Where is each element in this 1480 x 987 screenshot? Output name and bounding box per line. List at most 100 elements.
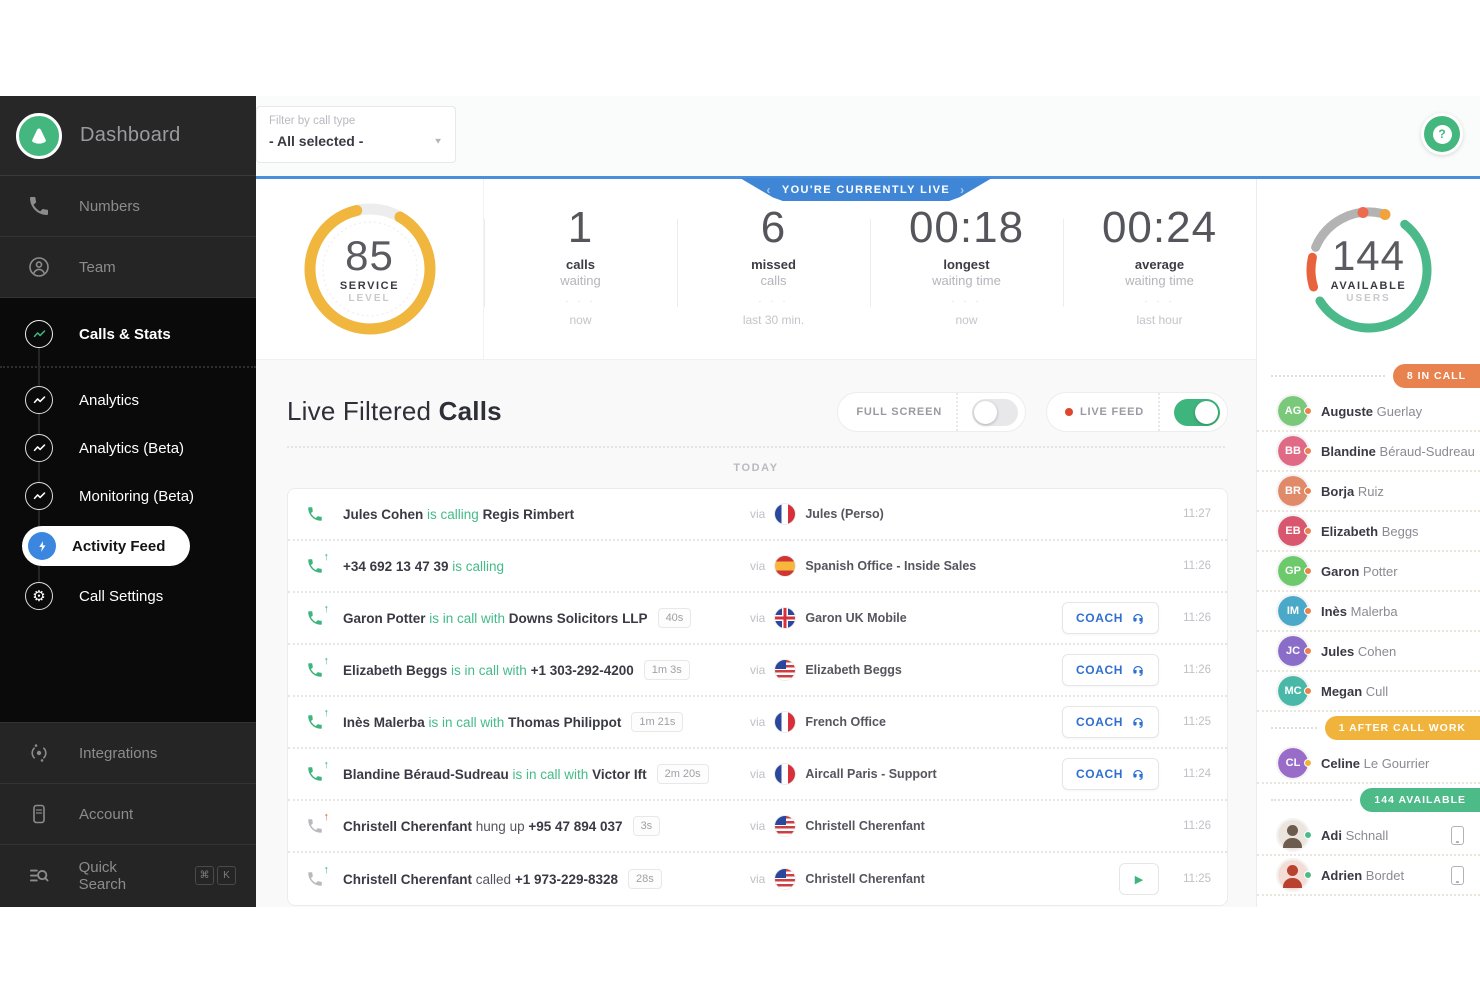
roster-user-row[interactable]: MC Megan Cull — [1257, 672, 1480, 712]
live-stat-columns: 1 calls waiting · · · now 6 missed calls… — [484, 179, 1256, 359]
coach-button[interactable]: COACH — [1062, 706, 1159, 738]
call-row[interactable]: ↑ Elizabeth Beggs is in call with +1 303… — [288, 645, 1227, 697]
avatar — [1276, 818, 1312, 852]
call-row[interactable]: ↑ Christell Cherenfant called +1 973-229… — [288, 853, 1227, 905]
call-list: ↑ Jules Cohen is calling Regis Rimbert v… — [287, 488, 1228, 906]
feed-header: Live Filtered Calls FULL SCREEN LIVE FEE… — [256, 360, 1256, 446]
roster-user-row[interactable]: IM Inès Malerba — [1257, 592, 1480, 632]
call-row[interactable]: ↑ Jules Cohen is calling Regis Rimbert v… — [288, 489, 1227, 541]
sidebar-item-numbers[interactable]: Numbers — [0, 176, 256, 237]
via-label: via — [750, 559, 766, 573]
avatar: BB — [1276, 434, 1312, 468]
call-state-icon: ↑ — [306, 707, 330, 734]
sidebar-item-integrations[interactable]: Integrations — [0, 723, 256, 784]
chevron-down-icon[interactable]: ▼ — [433, 136, 443, 146]
play-button[interactable]: ▶ — [1119, 863, 1159, 895]
user-name: Borja Ruiz — [1321, 483, 1384, 499]
roster-user-row[interactable]: CL Celine Le Gourrier — [1257, 744, 1480, 784]
service-level-value: 85 — [345, 231, 394, 279]
stat-ellipsis: · · · — [951, 296, 982, 308]
line-name: Christell Cherenfant — [805, 819, 925, 833]
live-feed-switch[interactable] — [1174, 398, 1220, 426]
full-screen-toggle-group: FULL SCREEN — [837, 392, 1026, 432]
k-key: K — [217, 866, 236, 885]
sidebar-item-calls-stats[interactable]: Calls & Stats — [0, 306, 256, 362]
call-row[interactable]: ↑ Blandine Béraud-Sudreau is in call wit… — [288, 749, 1227, 801]
sidebar-item-analytics-beta[interactable]: Analytics (Beta) — [0, 424, 256, 472]
call-state-icon: ↑ — [306, 655, 330, 682]
filter-bar: Filter by number 611 lines ▼ Filter by t… — [256, 96, 1480, 176]
roster-user-row[interactable]: EB Elizabeth Beggs — [1257, 512, 1480, 552]
call-row[interactable]: ↑ Garon Potter is in call with Downs Sol… — [288, 593, 1227, 645]
sidebar-item-analytics[interactable]: Analytics — [0, 376, 256, 424]
call-via: via Christell Cherenfant — [750, 815, 925, 837]
line-name: French Office — [805, 715, 886, 729]
sidebar-item-quick-search[interactable]: Quick Search ⌘ K — [0, 845, 256, 906]
roster-group-header: 1 AFTER CALL WORK — [1257, 712, 1480, 744]
filter-dropdown[interactable]: Filter by call type - All selected - ▼ — [256, 106, 456, 163]
analytics-icon — [25, 386, 53, 414]
roster-user-row[interactable]: Adi Schnall — [1257, 816, 1480, 856]
help-button[interactable]: ? — [1421, 113, 1463, 155]
via-label: via — [750, 767, 766, 781]
call-description: Blandine Béraud-Sudreau is in call with … — [343, 766, 647, 782]
call-direction-arrow: ↑ — [323, 551, 330, 563]
call-description: Jules Cohen is calling Regis Rimbert — [343, 506, 575, 522]
line-name: Spanish Office - Inside Sales — [805, 559, 977, 573]
coach-button[interactable]: COACH — [1062, 758, 1159, 790]
call-row[interactable]: ↑ Christell Cherenfant hung up +95 47 89… — [288, 801, 1227, 853]
aircall-logo-icon — [16, 112, 62, 159]
line-flag-icon — [774, 763, 797, 785]
via-label: via — [750, 507, 766, 521]
stat-column: 6 missed calls · · · last 30 min. — [677, 204, 870, 359]
call-row[interactable]: ↑ +34 692 13 47 39 is calling via Spanis… — [288, 541, 1227, 593]
line-flag-icon — [774, 555, 797, 577]
sidebar-item-label: Calls & Stats — [79, 325, 171, 343]
call-action: COACH — [1062, 654, 1159, 686]
call-description: Christell Cherenfant called +1 973-229-8… — [343, 871, 619, 887]
sidebar-divider — [0, 366, 256, 368]
line-name: Garon UK Mobile — [805, 611, 907, 625]
coach-button[interactable]: COACH — [1062, 654, 1159, 686]
call-description: Inès Malerba is in call with Thomas Phil… — [343, 714, 622, 730]
call-description: Elizabeth Beggs is in call with +1 303-2… — [343, 662, 634, 678]
full-screen-switch[interactable] — [971, 398, 1018, 426]
call-time: 11:27 — [1183, 508, 1211, 520]
call-via: via Aircall Paris - Support — [750, 763, 937, 785]
stat-timeframe: now — [955, 313, 978, 328]
line-flag-icon — [774, 503, 797, 525]
service-level-sublabel: LEVEL — [348, 292, 391, 304]
sidebar-item-activity-feed-active[interactable]: Activity Feed — [22, 526, 190, 566]
line-name: Jules (Perso) — [805, 507, 884, 521]
sidebar-item-account[interactable]: Account — [0, 784, 256, 845]
sidebar-item-team[interactable]: Team — [0, 237, 256, 298]
roster-user-row[interactable]: GP Garon Potter — [1257, 552, 1480, 592]
call-via: via Garon UK Mobile — [750, 607, 907, 629]
live-dot-icon — [1064, 408, 1073, 416]
roster-user-row[interactable]: JC Jules Cohen — [1257, 632, 1480, 672]
currently-live-banner: ‹ YOU'RE CURRENTLY LIVE › — [740, 178, 992, 201]
roster-user-row[interactable]: Adrien Bordet — [1257, 856, 1480, 896]
coach-button[interactable]: COACH — [1062, 602, 1159, 634]
user-name: Blandine Béraud-Sudreau — [1321, 443, 1475, 459]
available-users-donut: 144 AVAILABLE USERS — [1294, 195, 1444, 345]
roster-user-row[interactable]: AG Auguste Guerlay — [1257, 392, 1480, 432]
account-icon — [33, 804, 45, 824]
roster-user-row[interactable]: BR Borja Ruiz — [1257, 472, 1480, 512]
avatar: IM — [1276, 594, 1312, 628]
avatar: BR — [1276, 474, 1312, 508]
call-direction-arrow: ↑ — [323, 811, 330, 823]
roster-user-row[interactable]: BB Blandine Béraud-Sudreau — [1257, 432, 1480, 472]
stat-timeframe: now — [569, 313, 592, 328]
banner-prev-icon[interactable]: ‹ — [766, 182, 772, 197]
call-time: 11:24 — [1183, 768, 1211, 780]
call-duration-badge: 2m 20s — [656, 764, 709, 784]
banner-next-icon[interactable]: › — [960, 182, 966, 197]
line-flag-icon — [774, 711, 797, 733]
activity-feed-main: Live Filtered Calls FULL SCREEN LIVE FEE… — [256, 360, 1256, 907]
sidebar-item-call-settings[interactable]: ⚙ Call Settings — [0, 572, 256, 620]
users-panel: 144 AVAILABLE USERS 8 IN CALL AG — [1256, 179, 1480, 907]
call-row[interactable]: ↑ Inès Malerba is in call with Thomas Ph… — [288, 697, 1227, 749]
live-feed-label: LIVE FEED — [1064, 406, 1144, 418]
sidebar-item-monitoring-beta[interactable]: Monitoring (Beta) — [0, 472, 256, 520]
